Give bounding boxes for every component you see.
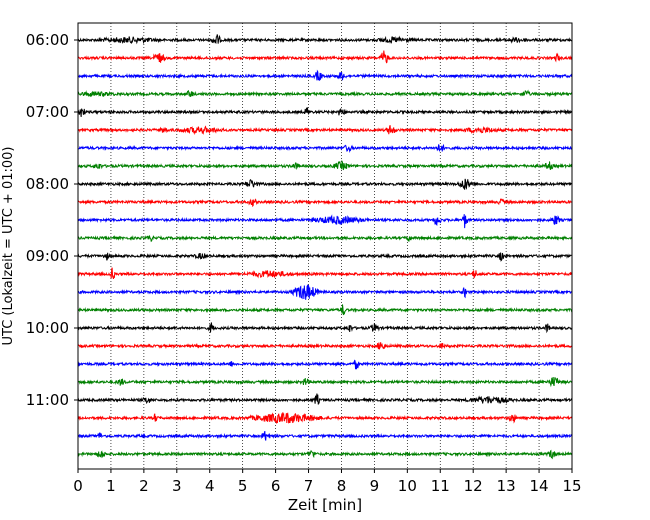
x-tick-label: 11 [431,477,450,495]
x-tick-label: 12 [464,477,483,495]
trace-line [77,50,573,64]
trace-line [77,283,573,300]
grid-lines [110,23,540,469]
x-tick-label: 14 [530,477,549,495]
trace-line [77,342,573,350]
trace-line [77,69,573,81]
trace-line [77,322,573,334]
trace-line [77,449,573,460]
x-tick-label: 9 [370,477,380,495]
x-tick-label: 3 [172,477,182,495]
y-tick-label: 07:00 [26,103,69,121]
trace-line [77,198,573,208]
trace-line [77,267,573,280]
trace-line [77,430,573,441]
y-axis-label: UTC (Lokalzeit = UTC + 01:00) [1,147,16,346]
x-tick-label: 1 [106,477,116,495]
trace-line [77,34,573,45]
trace-line [77,376,573,388]
x-tick-label: 13 [497,477,516,495]
x-tick-label: 8 [337,477,347,495]
x-tick-label: 5 [238,477,248,495]
trace-line [77,234,573,243]
x-tick-label: 6 [271,477,281,495]
x-axis-label: Zeit [min] [288,496,362,514]
trace-line [77,412,573,425]
trace-line [77,159,573,171]
trace-line [77,107,573,118]
y-tick-label: 06:00 [26,31,69,49]
trace-line [77,125,573,136]
trace-line [77,214,573,229]
trace-line [77,178,573,190]
x-axis: 0 1 2 3 4 5 6 7 8 9 10 11 12 13 14 15 [73,469,582,495]
x-tick-label: 15 [562,477,581,495]
trace-line [77,252,573,262]
x-tick-label: 7 [304,477,314,495]
x-tick-label: 0 [73,477,83,495]
trace-line [77,143,573,154]
trace-line [77,304,573,316]
trace-line [77,359,573,370]
trace-line [77,89,573,98]
seismic-traces [77,34,573,460]
y-axis: 06:00 07:00 08:00 09:00 10:00 11:00 [26,31,78,409]
y-tick-label: 08:00 [26,175,69,193]
y-tick-label: 09:00 [26,247,69,265]
y-tick-label: 11:00 [26,391,69,409]
x-tick-label: 2 [139,477,149,495]
plot-background [78,23,572,469]
y-tick-label: 10:00 [26,319,69,337]
x-tick-label: 4 [205,477,215,495]
x-tick-label: 10 [398,477,417,495]
plot-frame [77,22,573,470]
trace-line [77,393,573,405]
